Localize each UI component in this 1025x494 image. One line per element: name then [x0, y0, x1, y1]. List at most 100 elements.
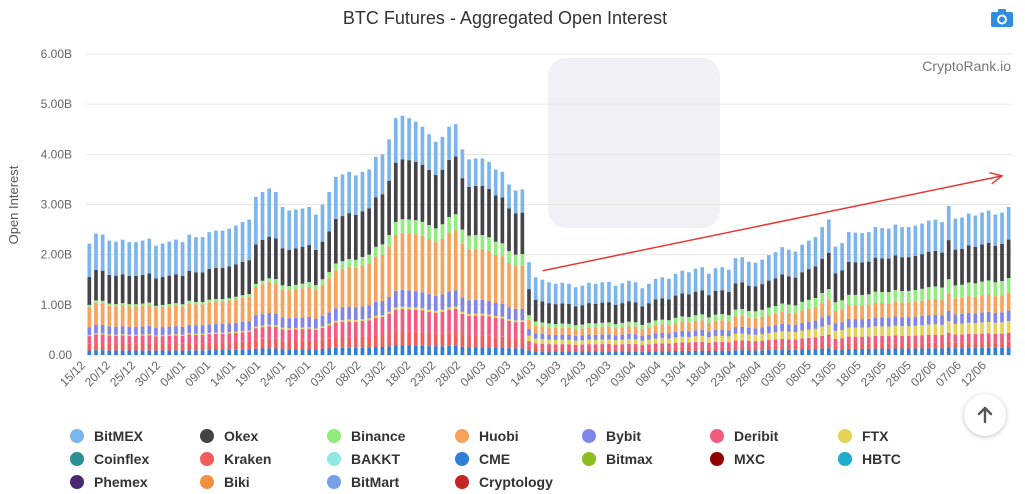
bar-segment-bybit[interactable] [240, 321, 245, 332]
bar-segment-okex[interactable] [547, 303, 551, 324]
bar-segment-bybit[interactable] [986, 311, 991, 322]
bar-segment-deribit[interactable] [846, 336, 851, 344]
bar-segment-deribit[interactable] [413, 309, 418, 332]
bar-segment-kraken[interactable] [893, 343, 898, 349]
bar-segment-ftx[interactable] [247, 330, 252, 332]
bar-segment-okex[interactable] [393, 162, 398, 222]
bar-segment-ftx[interactable] [527, 335, 531, 342]
bar-segment-ftx[interactable] [360, 319, 365, 321]
bar-segment-bitmex[interactable] [274, 191, 278, 239]
bar-segment-deribit[interactable] [767, 340, 771, 347]
bar-segment-bybit[interactable] [353, 307, 358, 320]
bar-segment-binance[interactable] [387, 234, 391, 247]
bar-segment-huobi[interactable] [667, 325, 671, 334]
bar-segment-cme[interactable] [593, 351, 598, 355]
bar-segment-binance[interactable] [140, 303, 145, 306]
bar-segment-binance[interactable] [393, 221, 398, 235]
bar-segment-bybit[interactable] [553, 334, 558, 340]
bar-segment-cme[interactable] [707, 350, 711, 355]
bar-segment-binance[interactable] [520, 254, 525, 266]
bar-segment-okex[interactable] [880, 258, 884, 293]
bar-segment-kraken[interactable] [400, 331, 405, 346]
bar-segment-kraken[interactable] [100, 342, 105, 351]
bar-segment-binance[interactable] [733, 309, 738, 317]
bar-segment-deribit[interactable] [806, 337, 811, 345]
bar-segment-binance[interactable] [700, 314, 705, 321]
bar-segment-kraken[interactable] [980, 342, 984, 348]
bar-segment-huobi[interactable] [347, 266, 351, 307]
bar-segment-cme[interactable] [453, 345, 458, 355]
bar-segment-okex[interactable] [860, 262, 864, 295]
bar-segment-okex[interactable] [247, 260, 252, 295]
bar-segment-huobi[interactable] [400, 232, 405, 290]
bar-segment-bitmex[interactable] [607, 281, 611, 303]
bar-segment-ftx[interactable] [560, 339, 565, 345]
bar-segment-bybit[interactable] [800, 322, 804, 331]
bar-segment-kraken[interactable] [653, 348, 658, 352]
bar-segment-huobi[interactable] [427, 239, 431, 295]
bar-segment-kraken[interactable] [933, 342, 938, 349]
bar-segment-okex[interactable] [1000, 244, 1004, 282]
bar-segment-deribit[interactable] [480, 315, 485, 336]
bar-segment-deribit[interactable] [946, 332, 951, 342]
bar-segment-cme[interactable] [107, 350, 112, 355]
bar-segment-ftx[interactable] [640, 340, 645, 345]
bar-segment-binance[interactable] [553, 324, 558, 328]
bar-segment-huobi[interactable] [147, 304, 152, 326]
bar-segment-binance[interactable] [926, 287, 931, 300]
bar-segment-cme[interactable] [627, 351, 631, 355]
bar-segment-huobi[interactable] [593, 327, 598, 335]
bar-segment-bybit[interactable] [413, 291, 418, 308]
bar-segment-ftx[interactable] [940, 324, 944, 336]
bar-segment-ftx[interactable] [900, 326, 904, 336]
bar-segment-bitmex[interactable] [320, 204, 325, 242]
bar-segment-huobi[interactable] [87, 307, 92, 328]
bar-segment-kraken[interactable] [953, 342, 958, 349]
bar-segment-bybit[interactable] [707, 331, 711, 338]
bar-segment-kraken[interactable] [294, 340, 298, 350]
bar-segment-bitmex[interactable] [134, 242, 138, 276]
bar-segment-bitmex[interactable] [533, 277, 538, 300]
bar-segment-binance[interactable] [207, 299, 212, 303]
bar-segment-deribit[interactable] [953, 334, 958, 343]
bar-segment-kraken[interactable] [114, 343, 118, 351]
bar-segment-bitmex[interactable] [986, 210, 991, 243]
bar-segment-deribit[interactable] [220, 333, 225, 343]
bar-segment-ftx[interactable] [100, 333, 105, 335]
bar-segment-cme[interactable] [833, 349, 838, 355]
bar-segment-okex[interactable] [160, 277, 165, 305]
bar-segment-deribit[interactable] [613, 344, 618, 349]
bar-segment-ftx[interactable] [587, 339, 591, 345]
bar-segment-deribit[interactable] [507, 320, 511, 338]
bar-segment-bybit[interactable] [287, 318, 292, 329]
bar-segment-bitmex[interactable] [920, 223, 924, 255]
bar-segment-ftx[interactable] [433, 310, 438, 313]
bar-segment-bybit[interactable] [140, 326, 145, 335]
bar-segment-kraken[interactable] [487, 335, 491, 348]
bar-segment-okex[interactable] [353, 214, 358, 260]
bar-segment-huobi[interactable] [380, 254, 385, 302]
bar-segment-deribit[interactable] [620, 344, 625, 349]
bar-segment-cme[interactable] [633, 351, 638, 355]
bar-segment-ftx[interactable] [820, 326, 824, 336]
bar-segment-bybit[interactable] [234, 322, 238, 332]
bar-segment-okex[interactable] [913, 255, 918, 290]
bar-segment-cme[interactable] [767, 350, 771, 355]
bar-segment-deribit[interactable] [593, 344, 598, 349]
bar-segment-okex[interactable] [493, 195, 498, 242]
legend-item-mxc[interactable]: MXC [710, 449, 765, 469]
bar-segment-binance[interactable] [500, 243, 505, 257]
bar-segment-kraken[interactable] [680, 347, 685, 351]
bar-segment-ftx[interactable] [440, 309, 445, 312]
bar-segment-bitmex[interactable] [580, 285, 585, 306]
bar-segment-ftx[interactable] [127, 334, 132, 336]
bar-segment-binance[interactable] [154, 305, 158, 308]
bar-segment-cme[interactable] [787, 349, 791, 355]
bar-segment-kraken[interactable] [940, 343, 944, 349]
bar-segment-deribit[interactable] [853, 336, 858, 344]
bar-segment-binance[interactable] [793, 305, 798, 314]
bar-segment-cme[interactable] [120, 350, 125, 355]
bar-segment-huobi[interactable] [140, 305, 145, 327]
bar-segment-cme[interactable] [247, 349, 252, 355]
bar-segment-deribit[interactable] [333, 322, 338, 338]
